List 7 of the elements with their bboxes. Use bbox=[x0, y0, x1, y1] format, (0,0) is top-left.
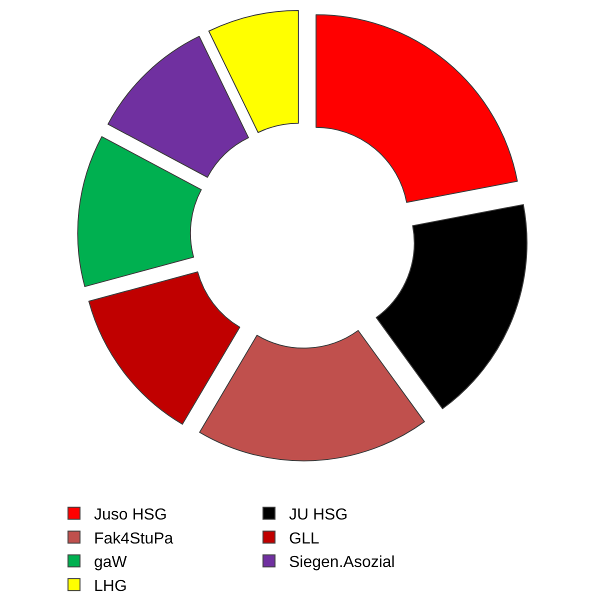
legend-label: Juso HSG bbox=[94, 506, 167, 524]
legend-label: LHG bbox=[94, 578, 127, 595]
legend-label: gaW bbox=[94, 554, 128, 572]
legend-label: Siegen.Asozial bbox=[289, 554, 395, 572]
legend-label: JU HSG bbox=[289, 506, 348, 524]
legend-label: GLL bbox=[289, 530, 320, 548]
legend-label: Fak4StuPa bbox=[94, 530, 174, 548]
